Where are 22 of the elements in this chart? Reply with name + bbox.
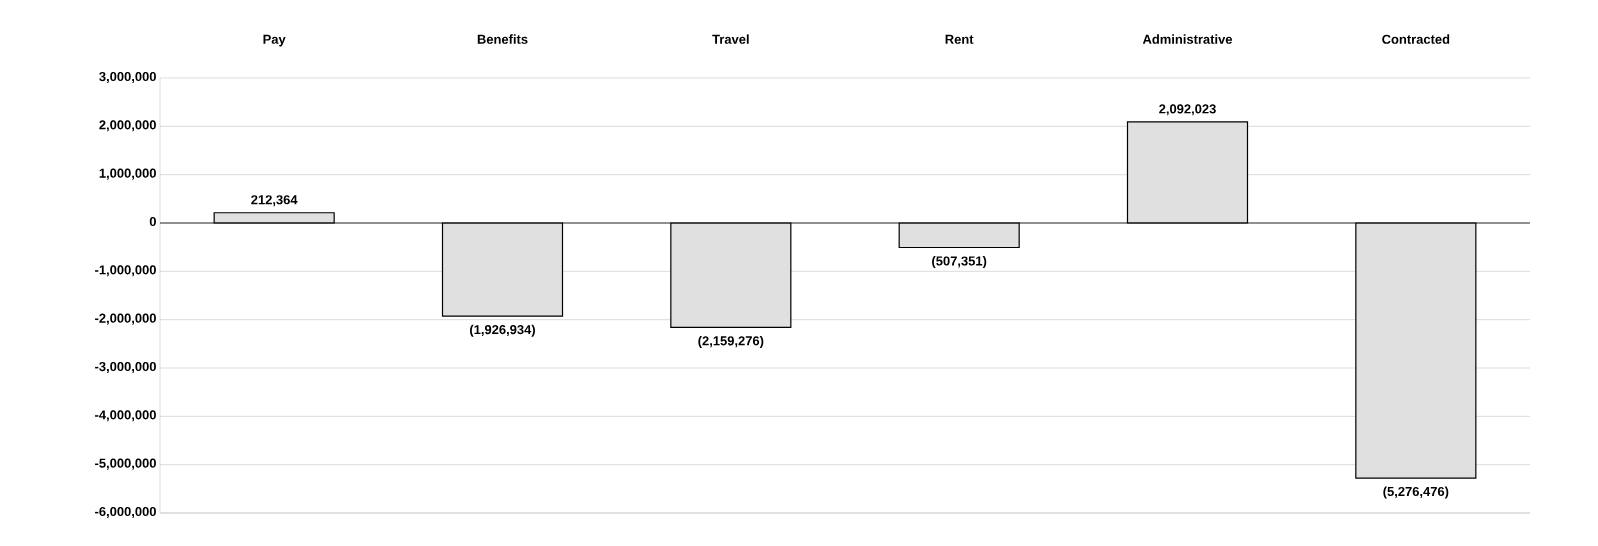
x-tick-label: Travel xyxy=(712,34,749,44)
y-tick-label: -1,000,000 xyxy=(95,265,156,277)
y-tick-label: 3,000,000 xyxy=(99,71,156,83)
y-tick-label: -2,000,000 xyxy=(95,313,156,325)
y-tick-label: -4,000,000 xyxy=(95,410,156,422)
y-tick-label: -5,000,000 xyxy=(95,458,156,470)
x-tick-label: Contracted xyxy=(1382,34,1450,44)
x-tick-label: Rent xyxy=(945,34,974,44)
data-label: (1,926,934) xyxy=(470,324,535,337)
data-label: 2,092,023 xyxy=(1159,104,1216,116)
x-tick-label: Benefits xyxy=(477,34,528,44)
y-tick-label: 0 xyxy=(149,216,156,227)
data-label: (5,276,476) xyxy=(1383,486,1449,499)
data-label: 212,364 xyxy=(251,195,298,207)
y-tick-label: -3,000,000 xyxy=(95,361,156,373)
x-tick-label: Administrative xyxy=(1142,34,1233,44)
data-label: (507,351) xyxy=(932,256,987,269)
x-tick-label: Pay xyxy=(263,34,286,47)
y-tick-label: -6,000,000 xyxy=(95,506,156,518)
y-tick-label: 1,000,000 xyxy=(99,168,156,180)
y-tick-label: 2,000,000 xyxy=(99,120,156,132)
data-label: (2,159,276) xyxy=(698,335,764,348)
